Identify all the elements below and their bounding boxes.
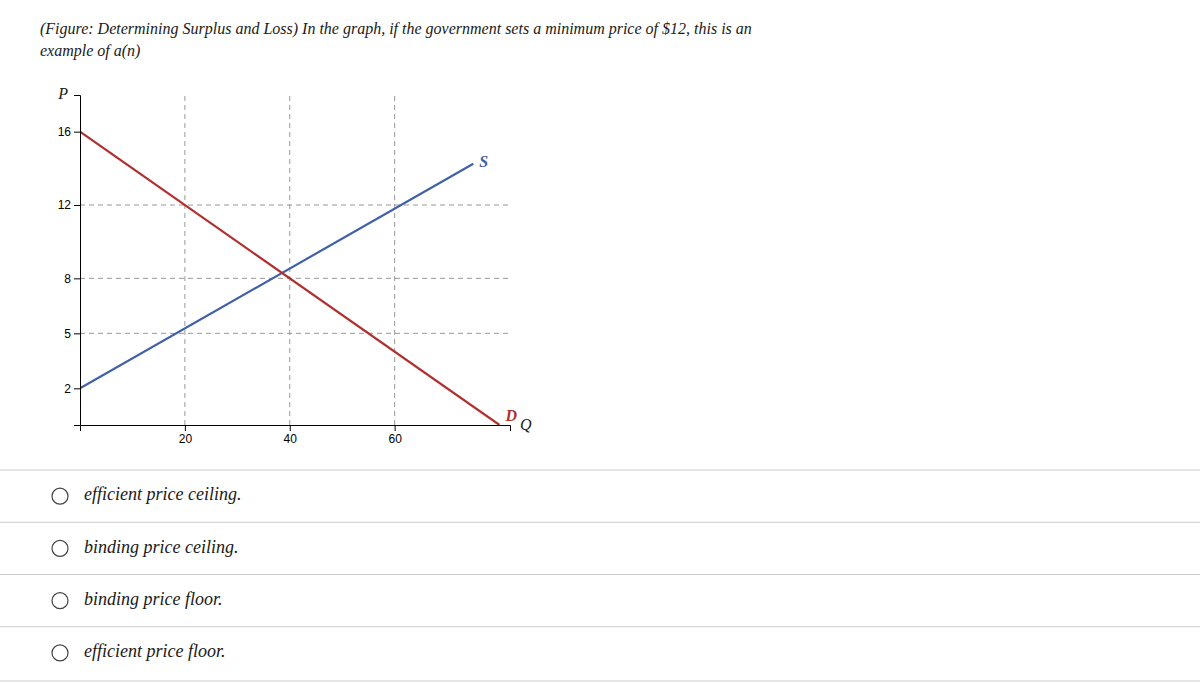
y-tick-label: 8 — [64, 272, 71, 286]
option-divider — [0, 574, 1200, 575]
series-label: S — [479, 153, 488, 170]
x-tick-label: 60 — [388, 432, 402, 446]
series-line — [80, 164, 473, 389]
x-tick-label: 20 — [179, 432, 193, 446]
options: efficient price ceiling. binding price ce… — [0, 470, 1200, 681]
y-tick-label: 2 — [64, 382, 71, 396]
dashed-price-line — [80, 205, 510, 206]
y-tick-mark — [74, 278, 80, 279]
x-axis-label: Q — [520, 416, 532, 433]
x-tick-mark — [290, 425, 291, 431]
dashed-quantity-line — [394, 95, 395, 425]
y-tick-label: 12 — [58, 198, 72, 212]
y-tick-mark — [74, 333, 80, 334]
x-tick-mark — [185, 425, 186, 431]
option-divider — [0, 522, 1200, 523]
x-tick-label: 40 — [284, 432, 298, 446]
option-divider — [0, 626, 1200, 627]
y-tick-label: 5 — [64, 327, 71, 341]
y-tick-label: 16 — [58, 125, 72, 139]
plot-area — [80, 95, 510, 425]
dashed-quantity-line — [289, 95, 290, 425]
series-line — [80, 132, 500, 425]
option-radio — [52, 593, 68, 609]
y-tick-mark — [74, 205, 80, 206]
y-tick: 16 — [58, 125, 80, 139]
y-axis-line — [74, 96, 81, 426]
option-text: efficient price ceiling. — [84, 484, 241, 504]
x-axis-line — [81, 426, 511, 432]
x-tick: 20 — [179, 425, 193, 446]
x-axis: 20 40 60 — [81, 425, 511, 446]
dashed-quantity-line — [184, 95, 185, 425]
y-axis-label: P — [57, 85, 68, 102]
title: (Figure: Determining Surplus and Loss) I… — [40, 20, 752, 60]
option-radio — [52, 488, 68, 504]
y-tick: 12 — [58, 198, 80, 212]
y-tick: 2 — [64, 382, 80, 396]
option-divider — [0, 470, 1200, 471]
x-tick: 40 — [284, 425, 298, 446]
option-radio — [52, 540, 68, 556]
x-tick: 60 — [388, 425, 402, 446]
chart: (Figure: Determining Surplus and Loss) I… — [0, 0, 1200, 683]
option-divider — [0, 681, 1200, 682]
option-text: binding price ceiling. — [84, 537, 238, 557]
y-tick: 5 — [64, 327, 80, 341]
y-tick: 8 — [64, 272, 80, 286]
series-label: D — [505, 407, 518, 424]
y-tick-mark — [74, 388, 80, 389]
option-radio — [52, 645, 68, 661]
dashed-price-line — [80, 333, 510, 334]
y-axis: 2 5 8 12 16 — [58, 96, 81, 426]
x-tick-mark — [395, 425, 396, 431]
y-tick-mark — [74, 132, 80, 133]
dashed-price-line — [80, 278, 510, 279]
option-text: efficient price floor. — [84, 641, 225, 661]
option-text: binding price floor. — [84, 589, 223, 609]
